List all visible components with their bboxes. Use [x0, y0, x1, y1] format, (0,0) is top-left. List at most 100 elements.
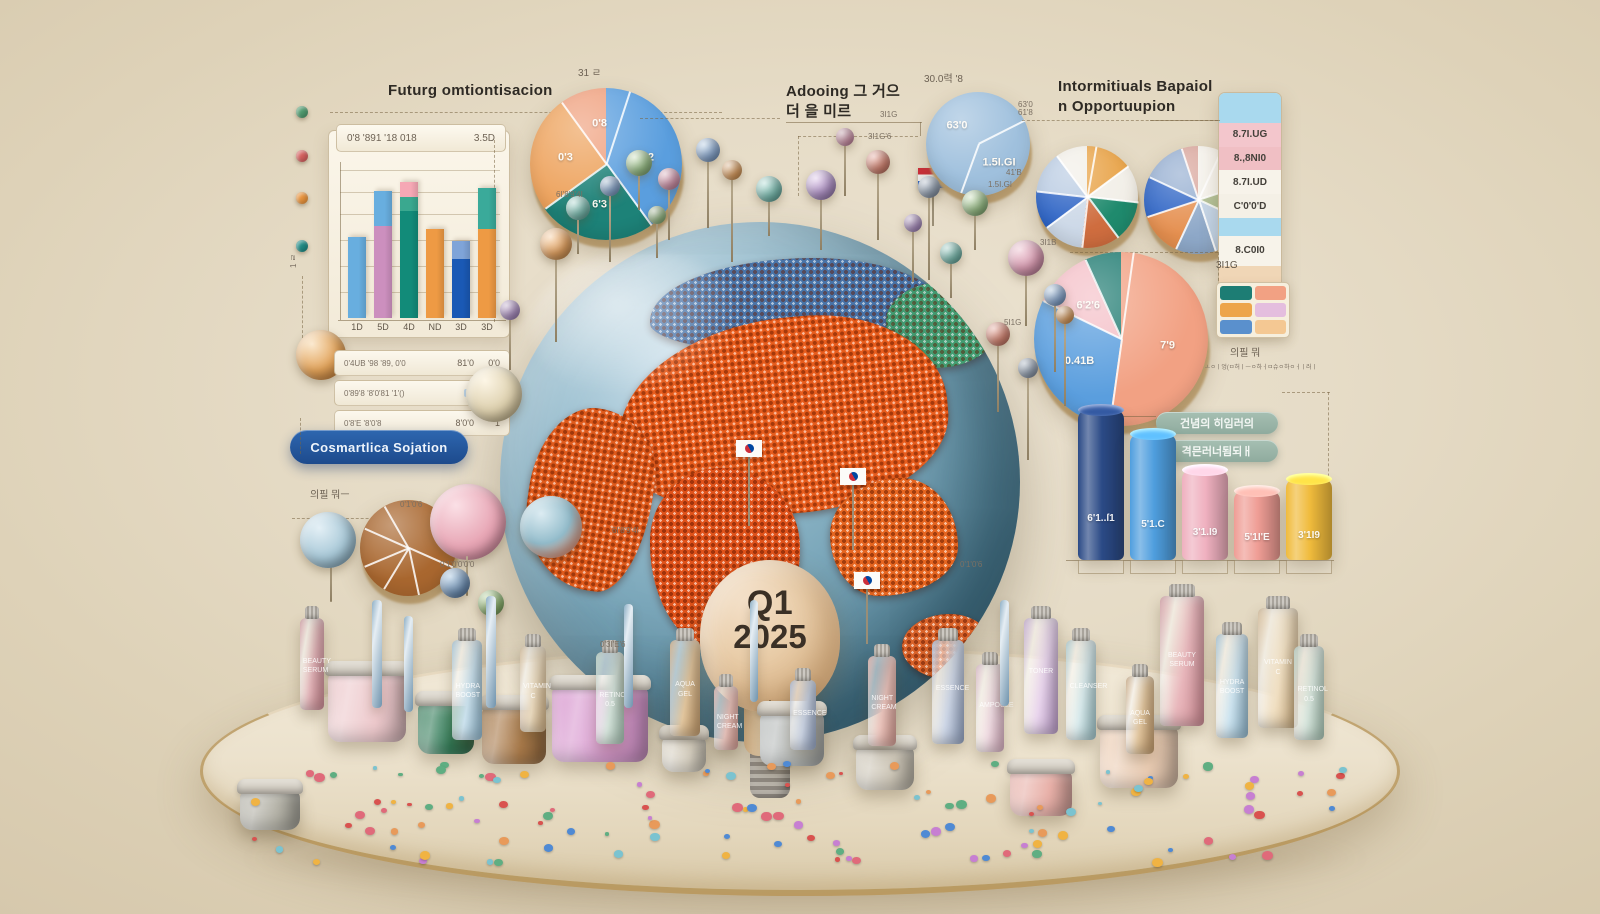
cosmetics-solution-button[interactable]: Cosmartlica Sojation	[290, 430, 468, 464]
confetti-fleck	[276, 846, 284, 852]
applicator-wand	[1000, 600, 1009, 706]
cylinder-bar-label: 5'1I'E	[1234, 532, 1280, 543]
connector-line	[1070, 252, 1218, 253]
confetti-fleck	[436, 766, 446, 774]
applicator-wand	[624, 604, 633, 708]
confetti-fleck	[499, 801, 508, 808]
marker-orange-icon	[296, 192, 308, 204]
pin-sphere	[1008, 240, 1044, 276]
pin-stick	[1027, 378, 1029, 460]
product-cap	[719, 674, 733, 687]
confetti-fleck	[1262, 851, 1273, 860]
legend-segment-label: C'0'0'D	[1234, 201, 1267, 212]
legend-swatch[interactable]	[1255, 303, 1287, 317]
confetti-fleck	[642, 805, 649, 810]
legend-segment[interactable]: C'0'0'D	[1219, 194, 1281, 218]
confetti-fleck	[982, 855, 990, 861]
connector-line	[798, 136, 918, 137]
confetti-fleck	[1168, 848, 1173, 852]
confetti-fleck	[391, 828, 398, 834]
confetti-fleck	[796, 799, 801, 803]
legend-row-label: 0'8'E '8'0'8	[344, 419, 381, 428]
product-label: HYDRA BOOST	[1220, 678, 1244, 697]
cylinder-foot	[1078, 560, 1124, 574]
pie-large-right-title: 3I1G	[1216, 260, 1238, 271]
connector-line	[1282, 392, 1330, 393]
cta-connector	[300, 418, 301, 454]
bar	[426, 229, 444, 318]
confetti-fleck	[1329, 806, 1335, 811]
pie-separator	[960, 144, 979, 193]
product-label: AQUA GEL	[1129, 709, 1150, 728]
right-pie-caption-title: 의필 뭐	[1230, 344, 1260, 359]
green-pill-1[interactable]: 건념의 히임러의	[1156, 412, 1278, 434]
legend-segment[interactable]	[1219, 93, 1281, 123]
pin-sphere	[1018, 358, 1038, 378]
confetti-fleck	[606, 762, 616, 770]
pie-value-label: 6'3	[592, 199, 607, 211]
pie-value-label: 0.41B	[1065, 355, 1094, 367]
side-label: 41'B	[1006, 168, 1022, 177]
pin-stick	[609, 196, 611, 262]
legend-segment[interactable]: 8.7I.UG	[1219, 123, 1281, 147]
pie-top-center-title: 31 ㄹ	[578, 64, 601, 79]
product-label: RETINOL 0.5	[599, 691, 620, 710]
confetti-fleck	[487, 859, 493, 864]
mini-legend-grid[interactable]	[1216, 282, 1290, 338]
applicator-wand	[404, 616, 413, 712]
bar-segment	[348, 237, 366, 318]
confetti-fleck	[374, 799, 381, 805]
product-label: VITAMIN C	[1263, 658, 1293, 677]
legend-segment[interactable]	[1219, 218, 1281, 236]
side-label: 0'1'0'6	[960, 560, 982, 569]
confetti-fleck	[425, 804, 433, 810]
legend-segment[interactable]: 8.7I.UD	[1219, 170, 1281, 194]
pin-sphere	[756, 176, 782, 202]
confetti-fleck	[970, 855, 978, 861]
pin-sphere	[866, 150, 890, 174]
legend-swatch[interactable]	[1255, 320, 1287, 334]
connector-line	[640, 118, 780, 119]
confetti-fleck	[493, 777, 500, 783]
applicator-wand	[486, 596, 496, 708]
pin-sphere	[626, 150, 652, 176]
pie-separator	[1046, 196, 1088, 228]
heading-top-right-1: Intormitiuals Bapaiol	[1058, 78, 1213, 95]
product-label: RETINOL 0.5	[1298, 685, 1321, 704]
connector-line	[330, 112, 722, 113]
bar-tick-label: 4D	[400, 322, 418, 332]
cylinder-bar: 3'1.I9	[1182, 470, 1228, 560]
confetti-fleck	[1336, 773, 1344, 780]
legend-swatch[interactable]	[1220, 286, 1252, 300]
bar-chart-header-value: 3.5D	[474, 133, 495, 144]
bulb-year-label: 2025	[700, 618, 840, 656]
confetti-fleck	[1246, 792, 1255, 799]
confetti-fleck	[945, 803, 953, 810]
legend-swatch[interactable]	[1220, 303, 1252, 317]
korea-flag-icon	[736, 440, 762, 457]
product-jar	[856, 746, 914, 790]
product-cap	[1300, 634, 1318, 647]
legend-row-label: 0'89'8 '8'0'81 '1'()	[344, 389, 405, 398]
side-label: 0'3I'E'6	[600, 640, 626, 649]
confetti-fleck	[381, 808, 387, 813]
product-cap	[1169, 584, 1195, 597]
product-label: NIGHT CREAM	[717, 713, 735, 732]
legend-swatch[interactable]	[1255, 286, 1287, 300]
confetti-fleck	[649, 820, 660, 829]
bar	[452, 241, 470, 318]
cylinder-foot	[1234, 560, 1280, 574]
confetti-fleck	[705, 769, 710, 773]
side-label: 5I1G	[1004, 318, 1021, 327]
confetti-fleck	[1033, 840, 1042, 848]
pie-top-right-pink: 63'0 1.5I.GI	[926, 92, 1030, 196]
pie-separator	[1181, 148, 1199, 200]
legend-segment[interactable]: 8.,8NI0	[1219, 147, 1281, 171]
confetti-fleck	[931, 827, 941, 836]
pie-separator	[1198, 200, 1216, 252]
pie-separator	[364, 547, 409, 567]
product-cap	[458, 628, 476, 641]
legend-swatch[interactable]	[1220, 320, 1252, 334]
side-label: 3I1G'6	[868, 132, 891, 141]
confetti-fleck	[446, 803, 452, 808]
